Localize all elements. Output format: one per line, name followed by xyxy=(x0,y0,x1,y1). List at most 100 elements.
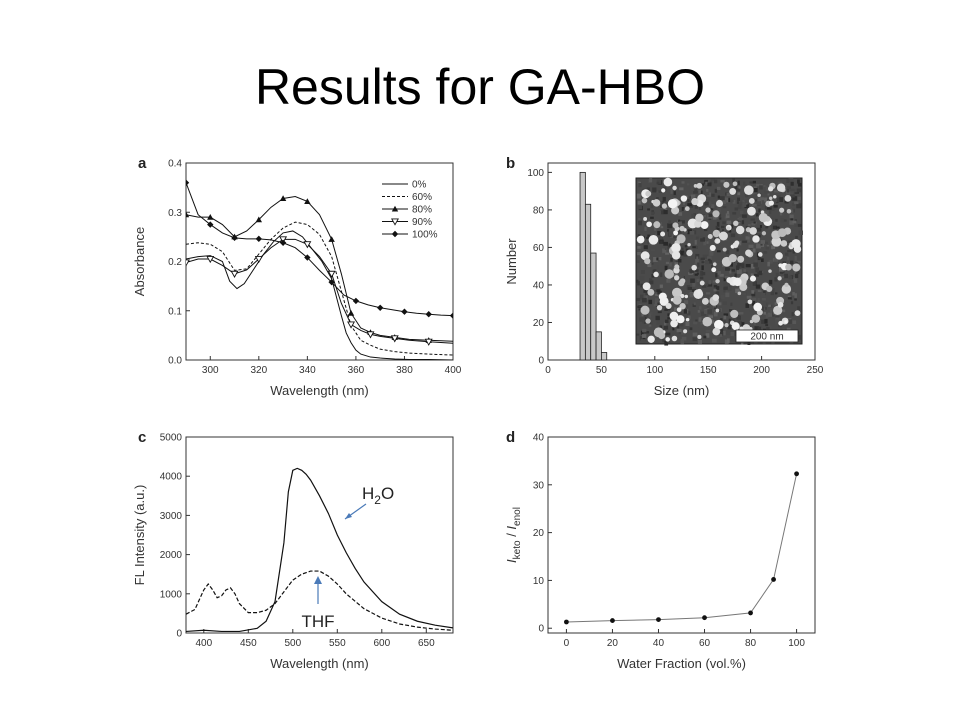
sem-texture xyxy=(678,312,683,315)
sem-texture xyxy=(650,204,654,209)
sem-texture xyxy=(736,248,739,252)
panel-b-size-histogram: b 0 50 100 150 200 250 0 20 40 60 80 100 Size (nm) Num… xyxy=(504,155,824,398)
nanoparticle xyxy=(695,213,704,222)
nanoparticle xyxy=(679,303,686,310)
sem-texture xyxy=(728,229,732,233)
nanoparticle xyxy=(661,203,668,209)
y-tick-label: 100 xyxy=(527,168,544,179)
sem-texture xyxy=(707,220,710,226)
nanoparticle xyxy=(699,280,705,286)
sem-texture xyxy=(711,265,714,270)
sem-texture xyxy=(766,189,770,192)
sem-texture xyxy=(725,292,730,298)
open-triangle-marker xyxy=(303,241,312,249)
sem-texture xyxy=(779,197,783,203)
sem-texture xyxy=(692,282,696,287)
nanoparticle xyxy=(749,275,757,282)
sem-texture xyxy=(736,188,741,192)
sem-texture xyxy=(753,321,756,326)
sem-texture xyxy=(666,229,670,232)
sem-texture xyxy=(727,288,732,291)
sem-texture xyxy=(751,291,756,297)
annotation-text: H xyxy=(362,484,374,503)
sem-texture xyxy=(713,284,718,288)
nanoparticle xyxy=(709,244,716,251)
sem-texture xyxy=(653,256,658,262)
x-axis-label: Wavelength (nm) xyxy=(270,383,369,398)
nanoparticle xyxy=(773,305,783,316)
sem-texture xyxy=(680,220,685,224)
nanoparticle xyxy=(645,318,651,324)
sem-texture xyxy=(769,325,772,330)
sem-texture xyxy=(794,255,797,261)
nanoparticle xyxy=(684,294,689,299)
x-tick-label: 80 xyxy=(745,638,757,649)
sem-texture xyxy=(792,292,795,296)
diamond-marker xyxy=(279,239,287,246)
sem-texture xyxy=(656,181,660,185)
nanoparticle xyxy=(671,251,681,260)
sem-texture xyxy=(687,286,692,291)
sem-texture xyxy=(797,306,801,312)
sem-texture xyxy=(789,220,794,225)
sem-texture xyxy=(692,337,697,342)
sem-texture xyxy=(649,178,653,183)
legend-label: 80% xyxy=(412,205,432,216)
sem-texture xyxy=(752,301,756,306)
sem-texture xyxy=(660,240,663,244)
sem-texture xyxy=(751,263,755,269)
y-tick-label: 60 xyxy=(533,243,545,254)
nanoparticle xyxy=(747,206,756,216)
sem-texture xyxy=(709,249,713,253)
sem-texture xyxy=(764,319,768,324)
thf-annotation: THF xyxy=(301,612,334,631)
sem-texture xyxy=(724,339,729,344)
triangle-marker xyxy=(347,310,355,316)
sem-texture xyxy=(775,218,778,222)
nanoparticle xyxy=(715,199,724,207)
sem-texture xyxy=(784,200,789,204)
sem-texture xyxy=(792,250,796,254)
sem-texture xyxy=(730,199,734,203)
open-triangle-marker xyxy=(391,218,399,226)
y-tick-label: 40 xyxy=(533,280,545,291)
sem-texture xyxy=(718,331,724,336)
nanoparticle xyxy=(694,220,702,228)
sem-texture xyxy=(745,263,751,268)
diamond-marker xyxy=(425,310,432,318)
sem-texture xyxy=(697,339,703,344)
sem-texture xyxy=(699,205,702,211)
x-tick-label: 100 xyxy=(788,638,805,649)
sem-texture xyxy=(655,304,660,308)
sem-texture xyxy=(792,196,798,201)
x-axis-label: Water Fraction (vol.%) xyxy=(617,656,746,671)
sem-texture xyxy=(793,278,798,283)
x-tick-label: 400 xyxy=(445,365,462,376)
sem-texture xyxy=(755,267,760,273)
sem-texture xyxy=(734,319,739,323)
nanoparticle xyxy=(731,322,740,331)
sem-texture xyxy=(768,279,773,285)
circle-marker xyxy=(748,610,753,616)
sem-texture xyxy=(763,185,766,188)
sem-texture xyxy=(648,324,652,327)
nanoparticle xyxy=(747,299,753,305)
sem-texture xyxy=(687,198,690,203)
sem-texture xyxy=(719,273,724,277)
sem-texture xyxy=(753,188,758,193)
sem-texture xyxy=(670,197,675,201)
nanoparticle xyxy=(715,308,720,313)
sem-texture xyxy=(681,336,687,341)
sem-texture xyxy=(745,180,748,185)
sem-texture xyxy=(763,211,769,216)
panel-letter: a xyxy=(138,155,147,172)
sem-texture xyxy=(642,295,646,299)
sem-texture xyxy=(636,260,640,263)
nanoparticle xyxy=(757,252,763,257)
x-tick-label: 450 xyxy=(240,638,257,649)
sem-texture xyxy=(732,199,736,204)
sem-texture xyxy=(764,190,770,194)
sem-texture xyxy=(766,195,771,199)
x-tick-label: 150 xyxy=(700,365,717,376)
sem-texture xyxy=(756,213,759,217)
